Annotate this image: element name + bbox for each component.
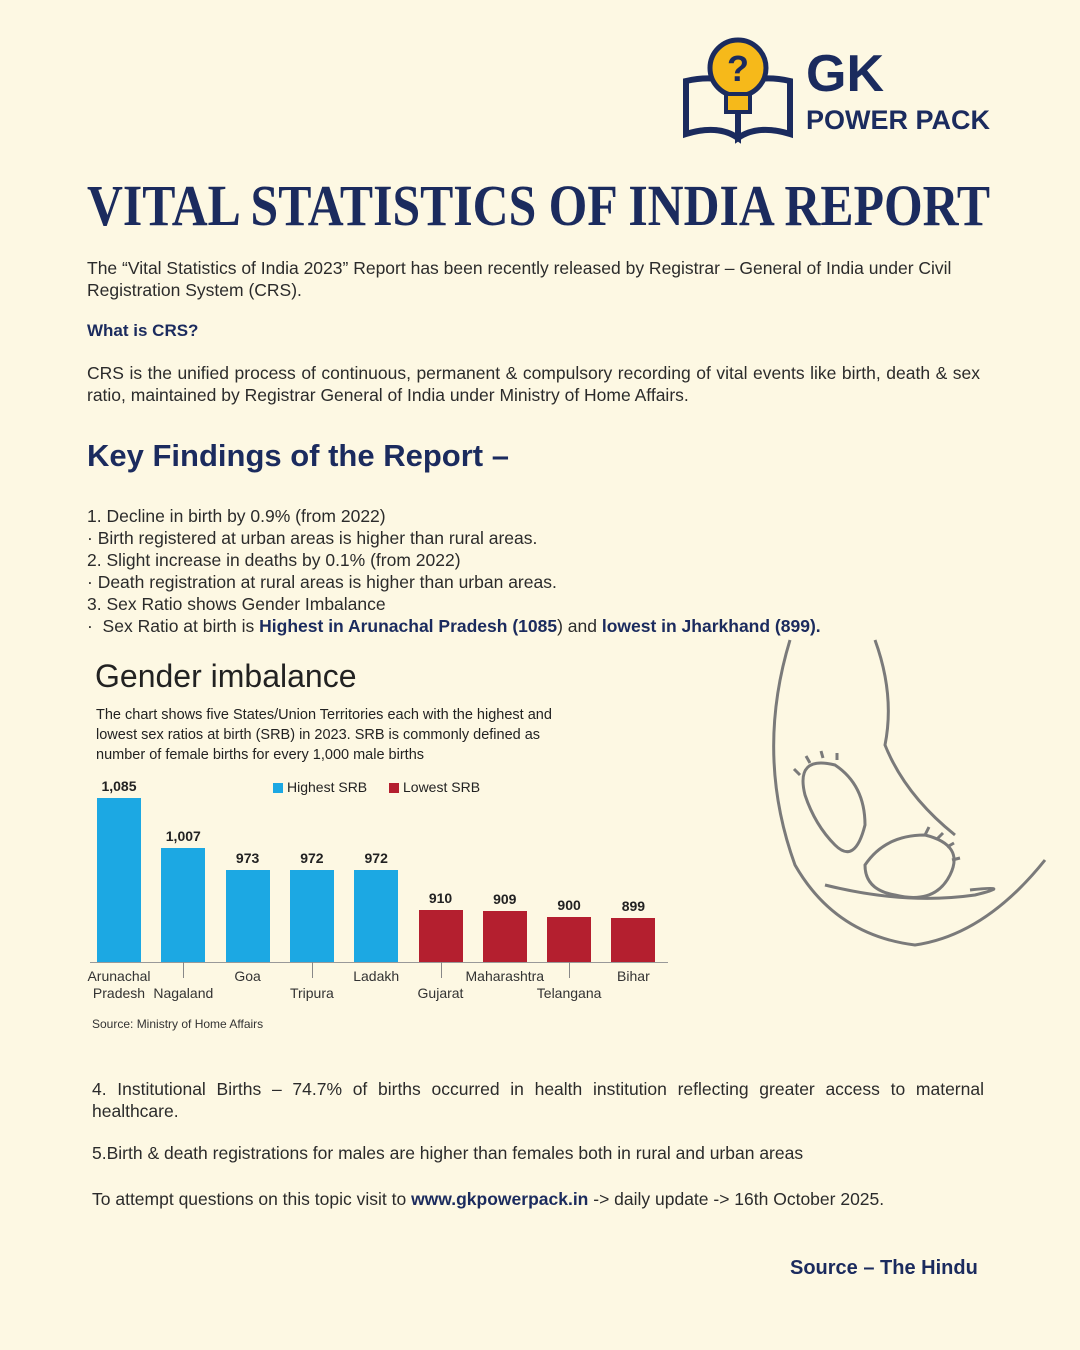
findings: 1. Decline in birth by 0.9% (from 2022) ·… bbox=[87, 505, 1037, 637]
bar bbox=[225, 869, 270, 962]
title: VITAL STATISTICS OF INDIA REPORT bbox=[87, 173, 990, 238]
x-tick-label: Nagaland bbox=[153, 985, 214, 1001]
finding: · Birth registered at urban areas is hig… bbox=[87, 528, 538, 548]
foot-left bbox=[801, 761, 867, 854]
source: Source – The Hindu bbox=[790, 1257, 978, 1279]
bulb-base bbox=[724, 92, 752, 114]
value-label: 1,085 bbox=[101, 777, 137, 794]
value-label: 973 bbox=[235, 849, 260, 866]
baby-feet-illustration bbox=[772, 639, 1047, 947]
x-tick-label: Telangana bbox=[536, 985, 602, 1001]
logo-line1: GK bbox=[806, 45, 884, 103]
legend-label: Highest SRB bbox=[287, 779, 368, 795]
chart-title: Gender imbalance bbox=[95, 658, 357, 694]
value-label: 972 bbox=[364, 850, 388, 867]
chart-subtitle: The chart shows five States/Union Territ… bbox=[96, 707, 552, 763]
logo-line2: POWER PACK bbox=[806, 105, 991, 135]
sex-ratio-line: · Sex Ratio at birth is Highest in Aruna… bbox=[87, 615, 1037, 637]
segment: ) and bbox=[557, 616, 602, 636]
toes bbox=[792, 750, 839, 777]
logo: ? GK POWER PACK bbox=[683, 37, 991, 144]
x-tick-label: Arunachal Pradesh bbox=[87, 968, 151, 1001]
foot-right bbox=[863, 833, 956, 899]
bar bbox=[418, 910, 463, 962]
x-tick-label: Gujarat bbox=[417, 985, 464, 1001]
finding: 2. Slight increase in deaths by 0.1% (fr… bbox=[87, 550, 461, 570]
legend-label: Lowest SRB bbox=[403, 779, 481, 795]
crs-text: CRS is the unified process of continuous… bbox=[87, 363, 980, 405]
x-tick-label: Goa bbox=[234, 968, 261, 984]
crs-heading: What is CRS? bbox=[87, 321, 199, 340]
x-tick-label: Tripura bbox=[289, 985, 334, 1001]
bar bbox=[289, 870, 334, 962]
label-leader bbox=[569, 962, 571, 978]
hand-finger bbox=[873, 639, 956, 837]
x-tick-label: Maharashtra bbox=[465, 968, 545, 984]
book-right bbox=[735, 75, 793, 144]
x-tick-label: Ladakh bbox=[353, 968, 400, 984]
finding: 3. Sex Ratio shows Gender Imbalance bbox=[87, 594, 386, 614]
segment: -> daily update -> 16th October 2025. bbox=[588, 1189, 885, 1209]
label-leader bbox=[311, 962, 313, 978]
value-label: 910 bbox=[428, 890, 453, 907]
segment: · Sex Ratio at birth is bbox=[87, 616, 260, 636]
bar bbox=[482, 911, 527, 962]
chart-source: Source: Ministry of Home Affairs bbox=[92, 1017, 264, 1031]
value-label: 900 bbox=[557, 896, 581, 913]
item5: 5.Birth & death registrations for males … bbox=[92, 1143, 804, 1163]
question-mark: ? bbox=[727, 48, 749, 89]
visit: To attempt questions on this topic visit… bbox=[92, 1188, 985, 1210]
intro: The “Vital Statistics of India 2023” Rep… bbox=[87, 258, 952, 300]
palm bbox=[824, 883, 996, 900]
bar bbox=[161, 847, 206, 962]
x-tick-label: Bihar bbox=[617, 968, 650, 984]
segment: Highest in Arunachal Pradesh (1085 bbox=[259, 616, 558, 636]
value-label: 899 bbox=[621, 897, 646, 914]
legend-swatch bbox=[389, 783, 399, 793]
baseline bbox=[90, 962, 668, 963]
finding: 1. Decline in birth by 0.9% (from 2022) bbox=[87, 506, 386, 526]
bar bbox=[547, 916, 592, 962]
title-box: VITAL STATISTICS OF INDIA REPORT bbox=[87, 173, 990, 238]
finding: · Death registration at rural areas is h… bbox=[87, 572, 557, 592]
segment: www.gkpowerpack.in bbox=[411, 1189, 589, 1209]
segment: To attempt questions on this topic visit… bbox=[92, 1189, 412, 1209]
item4: 4. Institutional Births – 74.7% of birth… bbox=[92, 1079, 984, 1121]
label-leader bbox=[183, 962, 185, 978]
bar bbox=[354, 870, 399, 962]
hand-outline bbox=[772, 639, 1047, 947]
bar bbox=[97, 797, 141, 962]
value-label: 1,007 bbox=[165, 827, 201, 844]
value-label: 909 bbox=[493, 891, 517, 908]
value-label: 972 bbox=[300, 850, 324, 867]
legend-swatch bbox=[273, 783, 283, 793]
label-leader bbox=[440, 962, 442, 978]
toes-right bbox=[923, 826, 961, 862]
bar bbox=[611, 917, 656, 962]
findings-heading: Key Findings of the Report – bbox=[87, 438, 509, 473]
segment: lowest in Jharkhand (899). bbox=[601, 616, 821, 636]
